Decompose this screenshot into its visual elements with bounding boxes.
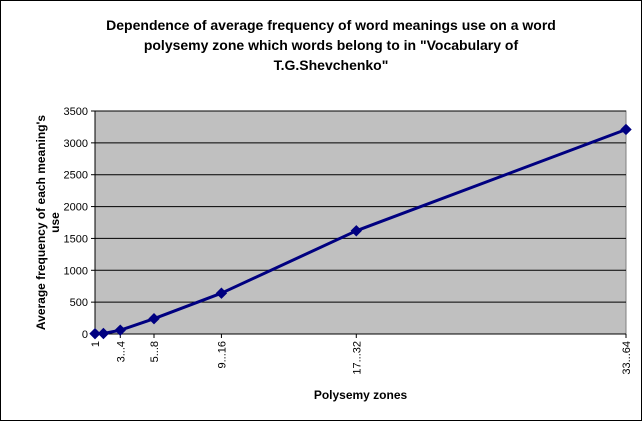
data-point [97, 327, 110, 340]
y-tick-label: 500 [70, 297, 88, 309]
y-tick-label: 0 [82, 329, 88, 341]
y-tick-label: 1500 [64, 233, 88, 245]
y-axis-label: Average frequency of each meaning's use [34, 115, 62, 330]
y-axis-label-line: use [48, 212, 62, 233]
y-axis-ticks: 0 500 1000 1500 2000 2500 3000 3500 [64, 106, 626, 341]
x-tick-label: 33...64 [621, 341, 633, 375]
plot-area [94, 110, 627, 335]
x-tick-label: 3...4 [115, 341, 127, 362]
data-point [89, 327, 101, 340]
chart-title-line-3: T.G.Shevchenko" [273, 57, 389, 73]
y-tick-label: 3500 [64, 106, 88, 118]
x-tick-label: 1 [90, 341, 102, 347]
data-point [114, 324, 126, 336]
y-tick-label: 2000 [64, 202, 88, 214]
data-point [148, 313, 160, 325]
y-axis-label-line: Average frequency of each meaning's [34, 115, 48, 330]
series-group [89, 123, 632, 340]
chart-title: Dependence of average frequency of word … [61, 15, 601, 75]
data-point [215, 287, 228, 299]
x-tick-label: 17...32 [351, 341, 363, 375]
y-tick-label: 1000 [64, 265, 88, 277]
x-axis-label: Polysemy zones [314, 388, 408, 402]
x-tick-label: 9...16 [216, 341, 228, 369]
data-point [620, 123, 632, 136]
x-axis-ticks: 1 3...4 5...8 9...16 17...32 33...64 [90, 334, 633, 375]
chart-title-line-1: Dependence of average frequency of word … [106, 17, 556, 33]
x-tick-label: 5...8 [149, 341, 161, 362]
y-tick-label: 3000 [64, 138, 88, 150]
chart-title-line-2: polysemy zone which words belong to in "… [143, 37, 519, 53]
y-tick-label: 2500 [64, 170, 88, 182]
data-point [350, 225, 362, 237]
